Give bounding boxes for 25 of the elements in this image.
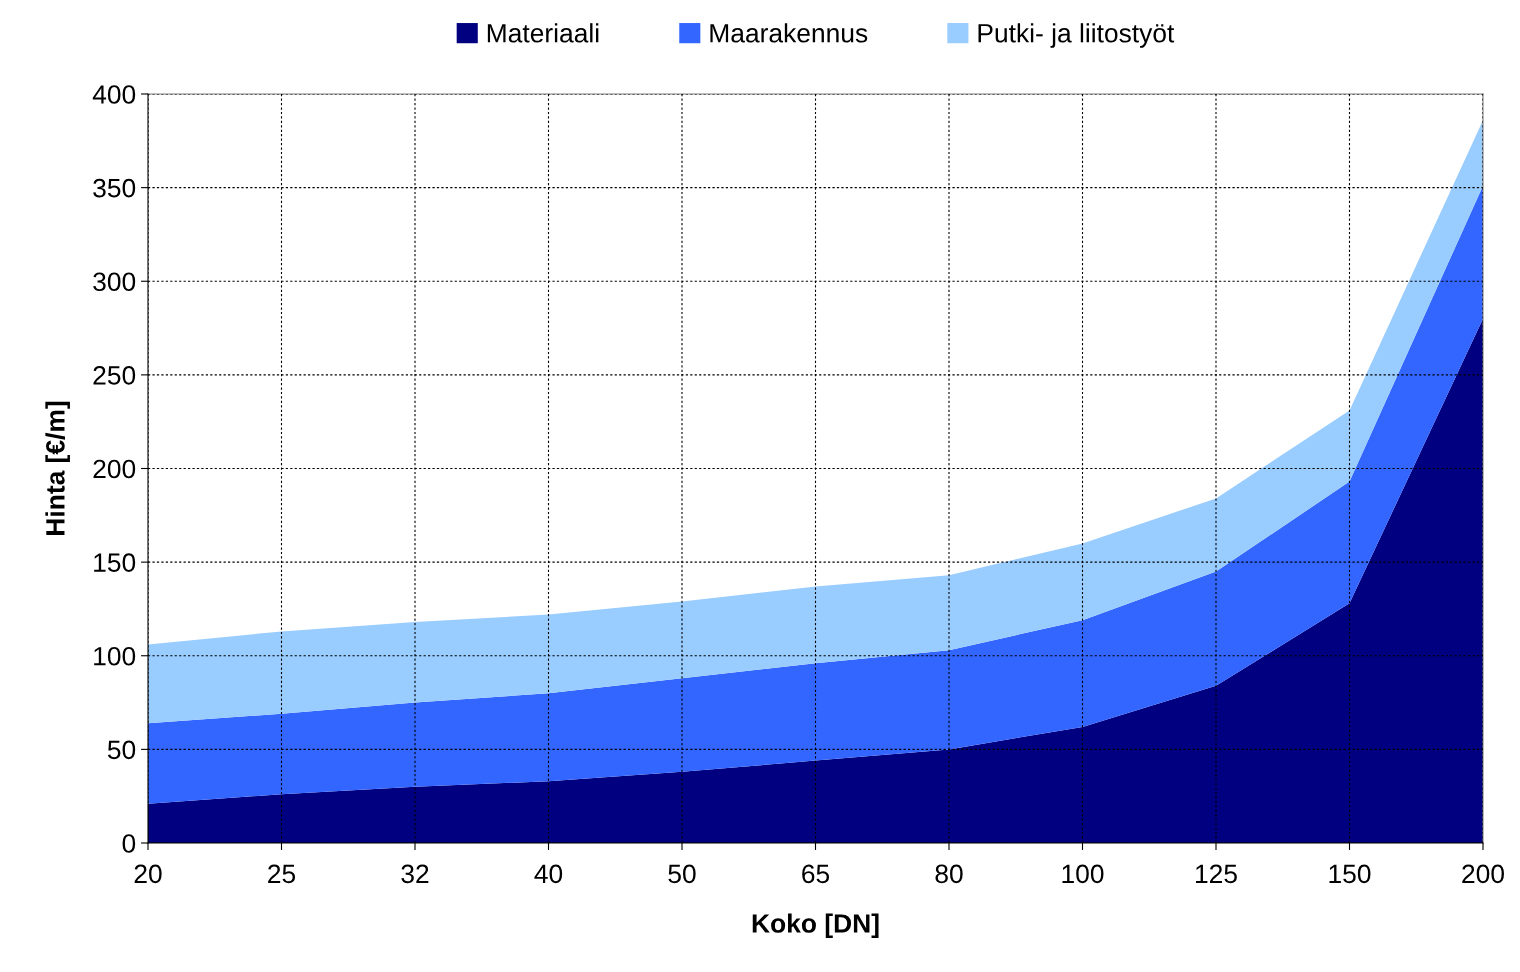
x-tick-label: 200 — [1462, 864, 1504, 884]
y-tick-label: 100 — [94, 646, 136, 666]
legend-label: Materiaali — [487, 23, 599, 43]
legend-label: Putki- ja liitostyöt — [978, 23, 1175, 48]
y-tick-label: 200 — [93, 459, 136, 479]
x-tick-label: 50 — [668, 864, 696, 884]
y-tick-label: 400 — [92, 85, 136, 104]
x-tick-label: 100 — [1062, 864, 1104, 884]
x-axis-title: Koko [DN] — [752, 913, 879, 939]
x-tick-label: 150 — [1329, 864, 1371, 884]
x-tick-label: 32 — [401, 864, 429, 884]
y-tick-label: 300 — [93, 272, 136, 292]
y-axis-title: Hinta [€/m] — [45, 401, 70, 535]
y-tick-label: 0 — [122, 834, 136, 853]
y-tick-label: 50 — [107, 740, 136, 760]
y-tick-label: 350 — [93, 178, 136, 198]
x-tick-label: 65 — [802, 864, 830, 884]
legend-label: Maarakennus — [710, 23, 868, 43]
x-tick-label: 25 — [268, 864, 296, 884]
y-tick-label: 250 — [93, 366, 136, 385]
y-tick-label: 150 — [94, 553, 136, 572]
x-tick-label: 125 — [1196, 864, 1237, 884]
x-tick-label: 80 — [935, 864, 963, 884]
x-tick-label: 20 — [134, 864, 162, 884]
x-tick-label: 40 — [534, 864, 563, 884]
